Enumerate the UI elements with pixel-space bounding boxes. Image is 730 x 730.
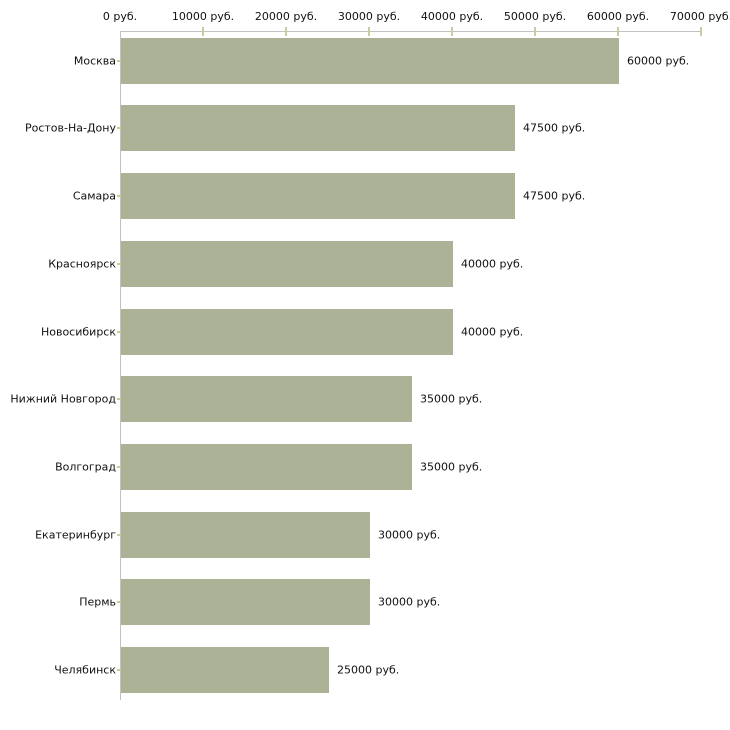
value-label: 60000 руб. [627, 54, 690, 68]
category-label: Красноярск [48, 257, 116, 271]
bar [121, 512, 370, 558]
category-tick-mark [117, 331, 124, 333]
value-label: 25000 руб. [337, 663, 400, 677]
category-tick-mark [117, 398, 124, 400]
x-tick-label: 60000 руб. [586, 10, 650, 23]
x-tick-label: 30000 руб. [337, 10, 401, 23]
category-label: Нижний Новгород [10, 392, 116, 406]
x-tick-mark [285, 27, 287, 36]
bar [121, 579, 370, 625]
category-tick-mark [117, 195, 124, 197]
value-label: 40000 руб. [461, 257, 524, 271]
x-tick-label: 10000 руб. [171, 10, 235, 23]
value-label: 47500 руб. [523, 189, 586, 203]
category-tick-mark [117, 534, 124, 536]
value-label: 30000 руб. [378, 528, 441, 542]
x-axis-line [120, 31, 701, 32]
category-tick-mark [117, 466, 124, 468]
category-tick-mark [117, 669, 124, 671]
x-tick-label: 20000 руб. [254, 10, 318, 23]
x-tick-mark [368, 27, 370, 36]
bar [121, 38, 619, 84]
bar [121, 444, 412, 490]
x-tick-mark [617, 27, 619, 36]
value-label: 47500 руб. [523, 121, 586, 135]
bar [121, 105, 515, 151]
bar [121, 647, 329, 693]
category-label: Екатеринбург [35, 528, 116, 542]
category-tick-mark [117, 601, 124, 603]
x-tick-label: 40000 руб. [420, 10, 484, 23]
category-label: Москва [73, 54, 116, 68]
x-tick-mark [700, 27, 702, 36]
bar [121, 376, 412, 422]
value-label: 40000 руб. [461, 325, 524, 339]
y-axis-line [120, 31, 121, 700]
category-label: Самара [72, 189, 116, 203]
bar [121, 173, 515, 219]
category-tick-mark [117, 263, 124, 265]
value-label: 35000 руб. [420, 460, 483, 474]
category-label: Ростов-На-Дону [24, 121, 116, 135]
bar [121, 309, 453, 355]
x-tick-label: 50000 руб. [503, 10, 567, 23]
category-label: Новосибирск [40, 325, 116, 339]
x-tick-label: 0 руб. [102, 10, 138, 23]
category-label: Челябинск [54, 663, 116, 677]
category-tick-mark [117, 60, 124, 62]
value-label: 30000 руб. [378, 595, 441, 609]
category-label: Волгоград [55, 460, 116, 474]
category-tick-mark [117, 127, 124, 129]
x-tick-mark [202, 27, 204, 36]
category-label: Пермь [79, 595, 116, 609]
x-tick-mark [451, 27, 453, 36]
x-tick-label: 70000 руб. [669, 10, 730, 23]
value-label: 35000 руб. [420, 392, 483, 406]
x-tick-mark [534, 27, 536, 36]
bar [121, 241, 453, 287]
